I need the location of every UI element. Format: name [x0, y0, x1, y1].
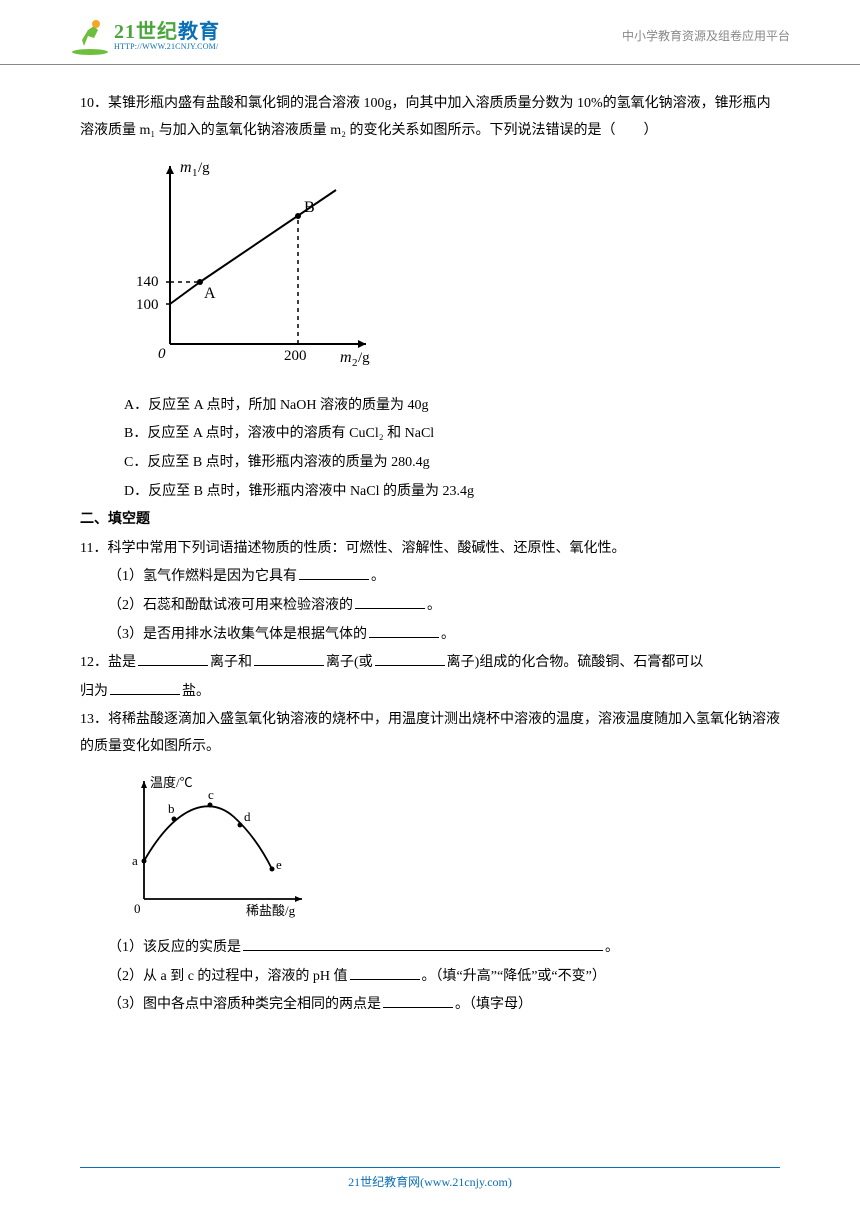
q10-options: A．反应至 A 点时，所加 NaOH 溶液的质量为 40g B．反应至 A 点时…: [80, 393, 780, 505]
svg-text:200: 200: [284, 348, 307, 364]
q12-pre: 12．盐是: [80, 655, 136, 670]
svg-text:/g: /g: [198, 160, 210, 176]
q11-sub2-post: 。: [427, 598, 441, 613]
q11-sub1-post: 。: [371, 569, 385, 584]
q13-sub1-pre: （1）该反应的实质是: [108, 940, 241, 955]
svg-text:140: 140: [136, 274, 159, 290]
q10-stem: 10．某锥形瓶内盛有盐酸和氯化铜的混合溶液 100g，向其中加入溶质质量分数为 …: [80, 91, 780, 144]
q11-sub1: （1）氢气作燃料是因为它具有 。: [80, 564, 780, 591]
svg-text:b: b: [168, 801, 175, 816]
q12-l2-pre: 归为: [80, 684, 108, 699]
q13-sub1-post: 。: [605, 940, 619, 955]
q13-sub2-pre: （2）从 a 到 c 的过程中，溶液的 pH 值: [108, 969, 348, 984]
footer-text: 21世纪教育网(www.21cnjy.com): [348, 1175, 512, 1189]
svg-text:0: 0: [158, 346, 166, 362]
blank[interactable]: [254, 650, 324, 666]
page-content: 10．某锥形瓶内盛有盐酸和氯化铜的混合溶液 100g，向其中加入溶质质量分数为 …: [0, 65, 860, 1041]
blank[interactable]: [355, 593, 425, 609]
q10-option-d: D．反应至 B 点时，锥形瓶内溶液中 NaCl 的质量为 23.4g: [124, 479, 780, 506]
svg-text:A: A: [204, 285, 216, 302]
q10-graph: 0 100 140 200 A B m 1 /g m 2 /g: [126, 154, 780, 385]
q12-mid1: 离子和: [210, 655, 252, 670]
section-fill-title: 二、填空题: [80, 507, 780, 534]
q13-sub2-post: 。（填“升高”“降低”或“不变”）: [422, 969, 606, 984]
svg-text:100: 100: [136, 297, 159, 313]
blank[interactable]: [375, 650, 445, 666]
q12-line2: 归为 盐。: [80, 679, 780, 706]
q13-sub3: （3）图中各点中溶质种类完全相同的两点是 。（填字母）: [80, 992, 780, 1019]
logo: 21世纪教育 HTTP://WWW.21CNJY.COM/: [70, 16, 220, 56]
svg-text:a: a: [132, 853, 138, 868]
blank[interactable]: [299, 564, 369, 580]
q11-stem: 11．科学中常用下列词语描述物质的性质：可燃性、溶解性、酸碱性、还原性、氧化性。: [80, 536, 780, 563]
q11-sub2: （2）石蕊和酚酞试液可用来检验溶液的 。: [80, 593, 780, 620]
svg-text:/g: /g: [358, 350, 370, 366]
svg-text:0: 0: [134, 901, 141, 916]
q10-option-c: C．反应至 B 点时，锥形瓶内溶液的质量为 280.4g: [124, 450, 780, 477]
q13-graph: 0 温度/℃ 稀盐酸/g a b c d e: [116, 769, 780, 930]
svg-text:B: B: [304, 199, 315, 216]
q11-sub3: （3）是否用排水法收集气体是根据气体的 。: [80, 622, 780, 649]
q13-stem: 13．将稀盐酸逐滴加入盛氢氧化钠溶液的烧杯中，用温度计测出烧杯中溶液的温度，溶液…: [80, 707, 780, 760]
svg-text:e: e: [276, 857, 282, 872]
q12: 12．盐是 离子和 离子(或 离子)组成的化合物。硫酸铜、石膏都可以: [80, 650, 780, 677]
q13-sub2: （2）从 a 到 c 的过程中，溶液的 pH 值 。（填“升高”“降低”或“不变”…: [80, 964, 780, 991]
svg-text:m: m: [340, 349, 352, 366]
blank[interactable]: [369, 622, 439, 638]
svg-text:1: 1: [192, 167, 198, 179]
blank[interactable]: [243, 935, 603, 951]
svg-text:温度/℃: 温度/℃: [150, 775, 193, 790]
q10-option-a: A．反应至 A 点时，所加 NaOH 溶液的质量为 40g: [124, 393, 780, 420]
logo-century: 世纪: [136, 21, 178, 43]
blank[interactable]: [138, 650, 208, 666]
blank[interactable]: [383, 992, 453, 1008]
q11-sub2-pre: （2）石蕊和酚酞试液可用来检验溶液的: [108, 598, 353, 613]
q12-mid3: 离子)组成的化合物。硫酸铜、石膏都可以: [447, 655, 704, 670]
header-subtitle: 中小学教育资源及组卷应用平台: [622, 25, 790, 48]
logo-url: HTTP://WWW.21CNJY.COM/: [114, 43, 220, 52]
footer-divider: [80, 1167, 780, 1168]
svg-text:m: m: [180, 159, 192, 176]
blank[interactable]: [110, 679, 180, 695]
q12-l2-post: 盐。: [182, 684, 210, 699]
logo-text: 21世纪教育 HTTP://WWW.21CNJY.COM/: [114, 21, 220, 52]
q10-option-b: B．反应至 A 点时，溶液中的溶质有 CuCl₂ 和 NaCl: [124, 421, 780, 448]
svg-text:d: d: [244, 809, 251, 824]
logo-21: 21: [114, 21, 136, 43]
blank[interactable]: [350, 964, 420, 980]
svg-text:c: c: [208, 787, 214, 802]
q13-sub3-pre: （3）图中各点中溶质种类完全相同的两点是: [108, 997, 381, 1012]
svg-text:2: 2: [352, 357, 358, 369]
page-header: 21世纪教育 HTTP://WWW.21CNJY.COM/ 中小学教育资源及组卷…: [0, 0, 860, 65]
page-footer: 21世纪教育网(www.21cnjy.com): [0, 1167, 860, 1194]
runner-icon: [70, 16, 110, 56]
q11-sub3-post: 。: [441, 627, 455, 642]
q13-sub3-post: 。（填字母）: [455, 997, 532, 1012]
q13-sub1: （1）该反应的实质是 。: [80, 935, 780, 962]
q11-sub1-pre: （1）氢气作燃料是因为它具有: [108, 569, 297, 584]
logo-edu: 教育: [178, 21, 220, 43]
q11-sub3-pre: （3）是否用排水法收集气体是根据气体的: [108, 627, 367, 642]
q12-mid2: 离子(或: [326, 655, 373, 670]
svg-text:稀盐酸/g: 稀盐酸/g: [246, 903, 296, 918]
